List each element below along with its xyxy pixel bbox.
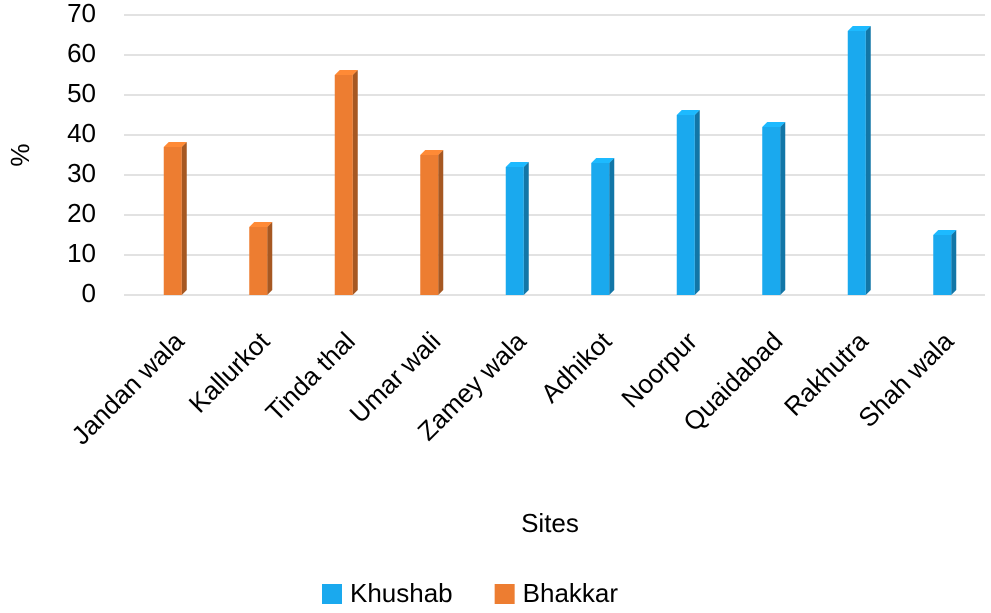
bar [933,235,952,295]
x-tick-label: Shah wala [852,326,959,433]
x-tick-label: Adhikot [535,325,618,408]
bar [334,75,353,295]
y-tick-label: 20 [67,198,96,228]
bar-top [505,162,529,167]
bar-top [933,230,957,235]
bar-top [249,222,273,227]
bar-top [420,150,444,155]
legend-swatch [322,584,342,604]
x-tick-label: Jandan wala [65,326,190,451]
bar [591,163,610,295]
bar [249,227,268,295]
bar-side [352,70,358,295]
bar-top [847,26,871,31]
x-axis-title: Sites [521,508,579,538]
y-tick-label: 10 [67,238,96,268]
bar-side [694,110,700,295]
bar-side [780,122,786,295]
legend-label: Khushab [350,578,453,608]
bar-side [865,26,871,295]
y-axis-title: % [5,143,35,166]
bar [676,115,695,295]
y-tick-label: 60 [67,38,96,68]
bar-side [523,162,529,295]
bar-side [951,230,957,295]
y-tick-label: 50 [67,78,96,108]
bar [163,147,182,295]
legend-swatch [494,584,515,604]
bar-top [762,122,786,127]
x-tick-label: Tinda thal [260,326,361,427]
bar-side [609,158,615,295]
bar [762,127,781,295]
legend-label: Bhakkar [523,578,619,608]
y-tick-label: 30 [67,158,96,188]
bar-top [163,142,187,147]
x-tick-label: Noorpur [615,326,703,414]
bar-side [438,150,444,295]
bar-top [676,110,700,115]
y-tick-label: 0 [82,278,96,308]
bar-side [267,222,273,295]
bar-side [181,142,187,295]
bar [505,167,524,295]
bar-top [334,70,358,75]
bar [847,31,866,295]
bar [420,155,439,295]
bar-top [591,158,615,163]
y-tick-label: 40 [67,118,96,148]
y-tick-label: 70 [67,0,96,28]
